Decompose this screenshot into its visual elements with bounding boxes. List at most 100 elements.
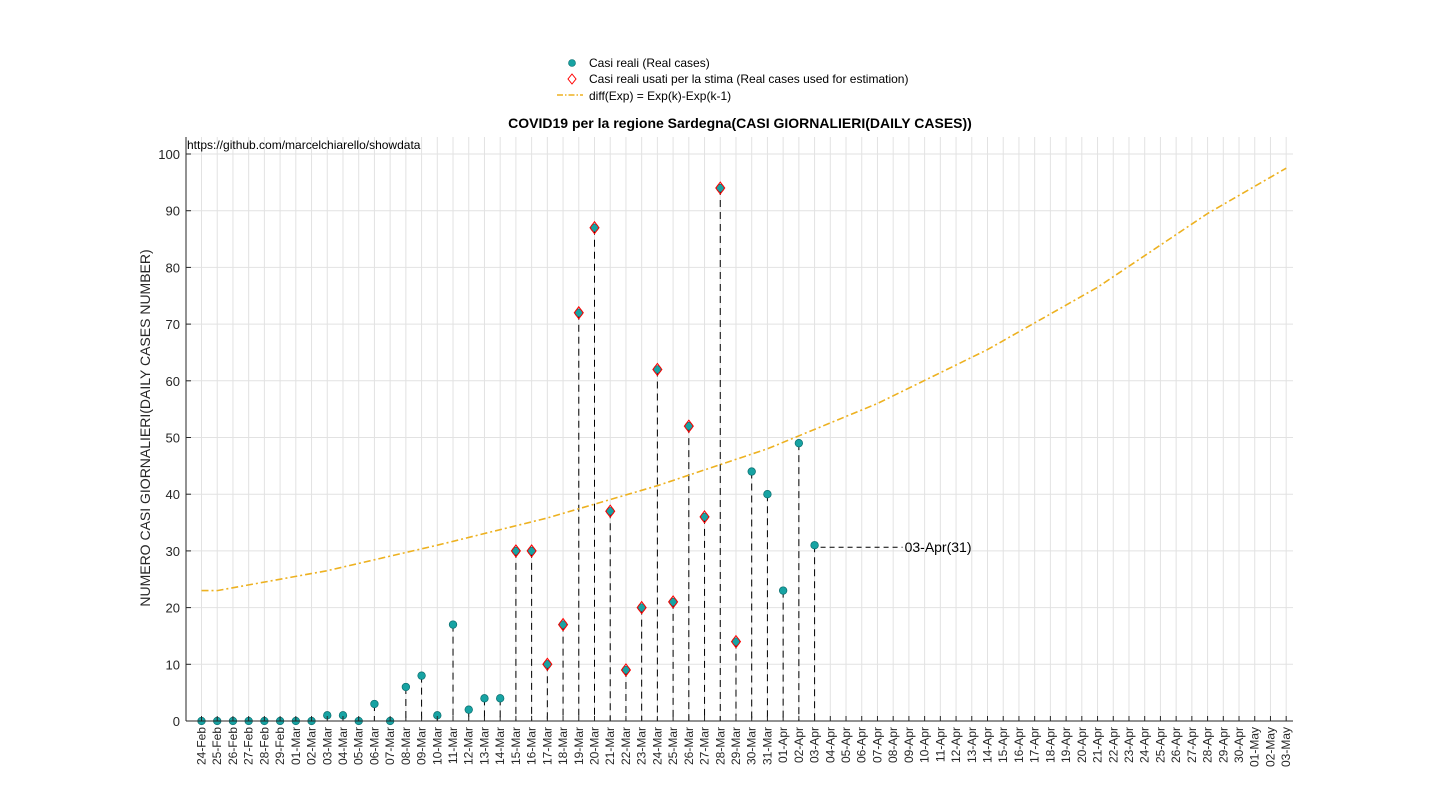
y-tick-label: 50 [166,431,180,446]
legend-marker-real [568,59,576,67]
x-tick-label: 19-Apr [1059,727,1073,763]
y-tick-label: 60 [166,374,180,389]
x-tick-label: 22-Apr [1106,727,1120,763]
x-tick-label: 24-Mar [650,727,664,765]
exp-curve [201,167,1287,592]
x-tick-label: 22-Mar [619,727,633,765]
point-estimation-case [526,544,537,558]
x-tick-label: 15-Apr [996,727,1010,763]
x-tick-label: 27-Apr [1185,727,1199,763]
x-tick-label: 11-Apr [933,727,947,762]
x-tick-label: 05-Mar [352,727,366,765]
y-tick-label: 90 [166,204,180,219]
x-tick-label: 05-Apr [839,727,853,763]
x-tick-label: 01-Mar [289,727,303,765]
x-tick-label: 01-Apr [776,727,790,763]
point-real-case [590,223,599,232]
annotation: 03-Apr(31) [820,539,972,555]
point-real-case [401,682,411,692]
point-real-case [653,365,662,374]
x-tick-label: 12-Mar [462,727,476,765]
x-tick-label: 10-Apr [918,727,932,763]
point-estimation-case [557,617,569,632]
point-real-case [558,620,568,629]
x-tick-label: 27-Feb [242,727,256,765]
point-estimation-case [589,220,600,235]
point-real-case [417,671,426,680]
x-tick-label: 06-Apr [855,727,869,763]
x-tick-label: 07-Mar [383,727,397,765]
x-tick-label: 03-May [1279,727,1293,767]
point-estimation-case [620,663,632,677]
point-real-case [763,490,772,499]
point-real-case [606,507,615,516]
x-tick-label: 04-Mar [336,727,350,765]
x-tick-label: 19-Mar [572,727,586,765]
x-tick-label: 08-Mar [399,727,413,765]
x-tick-label: 27-Mar [698,727,712,765]
point-real-case [448,620,458,629]
point-real-case [668,597,678,607]
x-tick-label: 20-Mar [588,727,602,765]
x-tick-label: 30-Apr [1232,727,1246,763]
x-tick-label: 18-Mar [556,727,570,765]
point-estimation-case [667,595,679,609]
annotation-label: 03-Apr(31) [905,539,972,555]
x-tick-label: 09-Mar [415,727,429,765]
x-tick-label: 03-Mar [320,727,334,765]
point-real-case [480,694,489,703]
point-real-case [574,308,583,317]
y-tick-label: 40 [166,487,180,502]
x-tick-label: 14-Mar [493,727,507,765]
x-tick-label: 29-Feb [273,727,287,765]
point-estimation-case [715,181,726,195]
x-tick-label: 18-Apr [1043,727,1057,763]
x-tick-label: 26-Apr [1169,727,1183,763]
point-estimation-case [683,419,694,433]
point-real-case [543,660,552,669]
y-tick-label: 0 [173,714,180,729]
x-tick-label: 30-Mar [745,727,759,765]
point-estimation-case [573,305,584,320]
legend-label-estimation: Casi reali usati per la stima (Real case… [589,72,908,86]
point-estimation-case [510,544,522,558]
x-tick-label: 16-Mar [525,727,539,765]
x-tick-label: 10-Mar [430,727,444,765]
x-tick-label: 14-Apr [981,727,995,763]
x-tick-label: 03-Apr [808,727,822,763]
x-tick-label: 07-Apr [870,727,884,763]
x-tick-label: 06-Mar [367,727,381,765]
x-tick-label: 09-Apr [902,727,916,763]
y-tick-label: 10 [166,657,180,672]
point-real-case [810,541,819,550]
x-tick-label: 08-Apr [886,727,900,763]
point-real-case [464,705,473,714]
plot-area [186,137,1293,721]
exp-curve-line [201,167,1287,592]
point-real-case [747,467,756,476]
y-tick-label: 70 [166,317,180,332]
x-tick-label: 21-Mar [603,727,617,765]
x-tick-label: 24-Feb [195,727,209,765]
x-tick-label: 01-May [1248,727,1262,767]
y-tick-label: 30 [166,544,180,559]
point-real-case [731,637,741,646]
legend-label-exp: diff(Exp) = Exp(k)-Exp(k-1) [589,89,731,103]
x-tick-label: 12-Apr [949,727,963,763]
x-tick-label: 31-Mar [760,727,774,765]
legend: Casi reali (Real cases) Casi reali usati… [557,56,908,103]
x-tick-label: 15-Mar [509,727,523,765]
chart-title: COVID19 per la regione Sardegna(CASI GIO… [508,115,972,131]
point-real-case [778,586,788,595]
legend-label-real: Casi reali (Real cases) [589,56,710,70]
x-tick-label: 23-Apr [1122,727,1136,763]
grid [186,137,1293,722]
x-tick-label: 29-Apr [1216,727,1230,763]
x-tick-label: 13-Apr [965,727,979,763]
x-tick-label: 20-Apr [1075,727,1089,763]
x-tick-label: 28-Mar [713,727,727,765]
point-estimation-case [605,504,616,519]
x-tick-label: 28-Apr [1201,727,1215,763]
point-real-case [621,665,631,675]
